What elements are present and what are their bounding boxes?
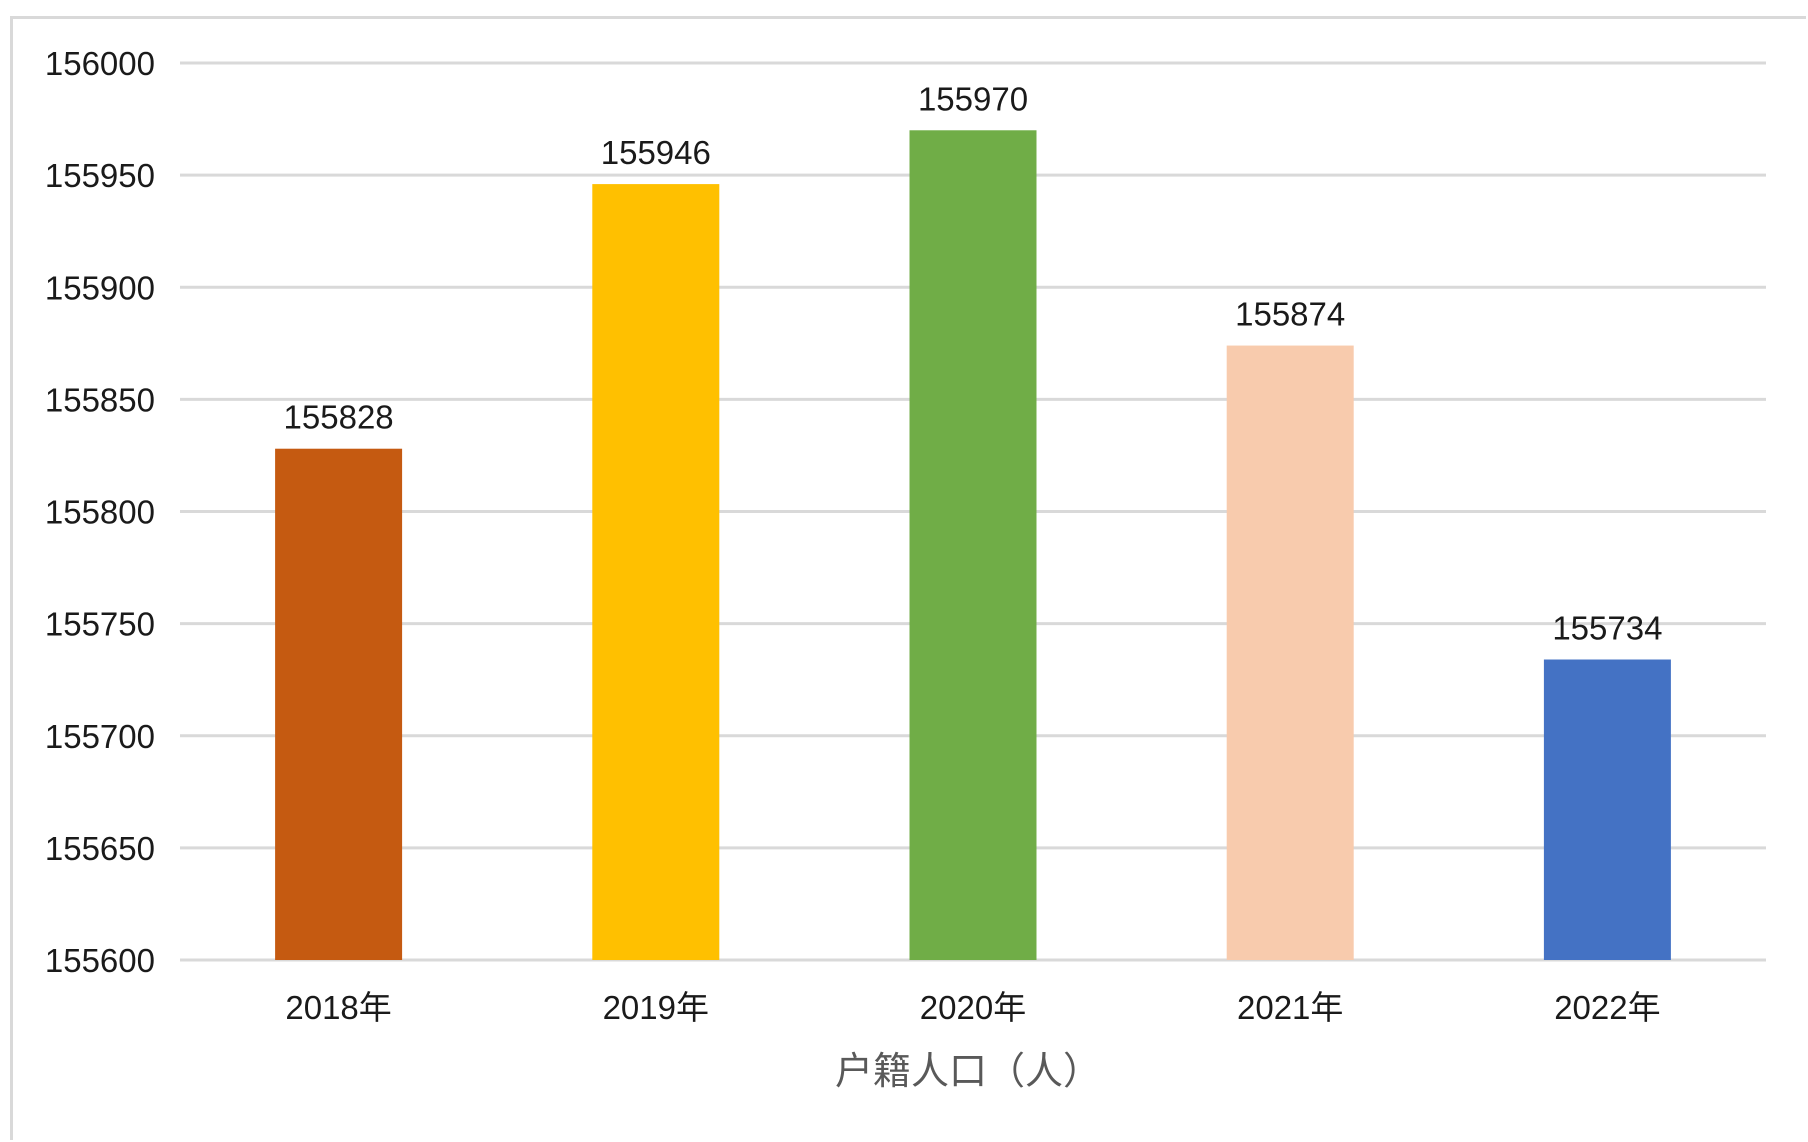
x-tick-label: 2019年 <box>603 989 709 1026</box>
data-label: 155970 <box>918 80 1028 117</box>
y-tick-label: 155600 <box>45 942 155 979</box>
x-tick-label: 2022年 <box>1554 989 1660 1026</box>
x-axis-tick-labels: 2018年 2019年 2020年 2021年 2022年 <box>285 989 1660 1026</box>
y-axis-tick-labels: 155600 155650 155700 155750 155800 155850 1559… <box>45 45 155 979</box>
data-label: 155828 <box>284 399 394 436</box>
x-tick-label: 2021年 <box>1237 989 1343 1026</box>
data-labels: 155828 155946 155970 155874 155734 <box>284 80 1663 646</box>
bars <box>275 130 1671 961</box>
data-label: 155734 <box>1552 610 1662 647</box>
y-tick-label: 155700 <box>45 718 155 755</box>
x-tick-label: 2020年 <box>920 989 1026 1026</box>
bar-2021年 <box>1226 345 1354 960</box>
data-label: 155946 <box>601 134 711 171</box>
chart-frame <box>10 16 1806 1140</box>
y-tick-label: 155850 <box>45 381 155 418</box>
y-tick-label: 155800 <box>45 494 155 531</box>
data-label: 155874 <box>1235 296 1345 333</box>
y-tick-label: 155950 <box>45 157 155 194</box>
y-tick-label: 155750 <box>45 606 155 643</box>
y-tick-label: 155650 <box>45 830 155 867</box>
bar-2020年 <box>909 130 1037 960</box>
bar-2018年 <box>275 448 403 960</box>
x-tick-label: 2018年 <box>285 989 391 1026</box>
x-axis-title: 户籍人口（人） <box>835 1049 1101 1093</box>
y-tick-label: 156000 <box>45 45 155 82</box>
bar-2019年 <box>592 184 720 961</box>
bar-2022年 <box>1543 659 1671 960</box>
y-tick-label: 155900 <box>45 269 155 306</box>
